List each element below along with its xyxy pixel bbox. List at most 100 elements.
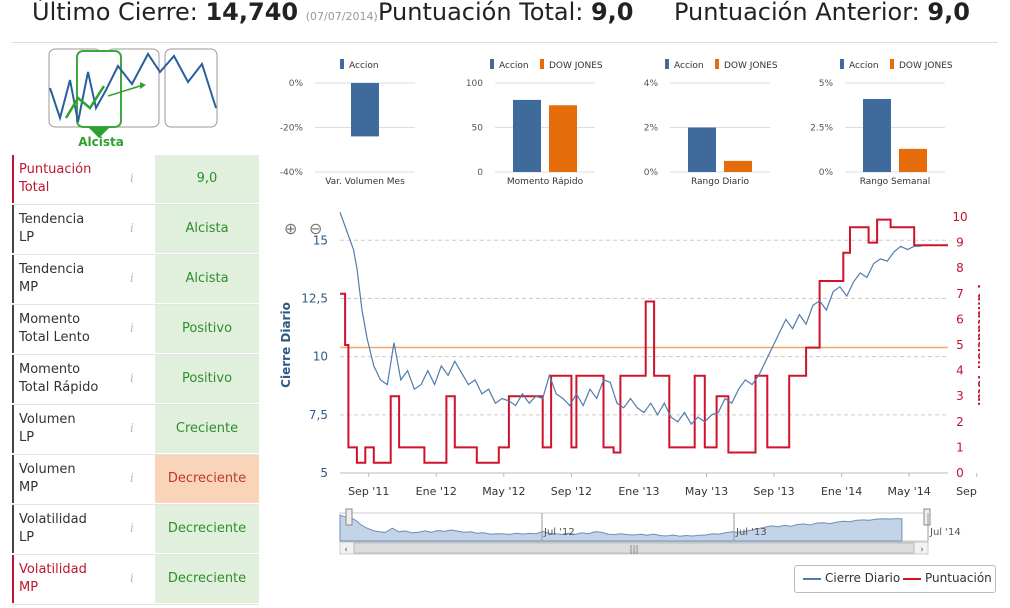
puntuacion-total: Puntuación Total: 9,0 [378,0,633,26]
bar [351,83,379,137]
row-divider [12,504,259,505]
bar [688,127,716,172]
row-divider [12,204,259,205]
ultimo-label: Último Cierre: [32,0,198,26]
info-icon[interactable]: i [130,421,134,435]
y-right-tick-label: 1 [956,440,964,454]
navigator-handle-left [345,508,353,526]
legend-label: Accion [674,61,704,71]
indicator-row: Momento Total Rápido i Positivo [12,355,259,405]
x-axis-label: Var. Volumen Mes [325,177,405,187]
info-icon[interactable]: i [130,521,134,535]
indicator-row: Momento Total Lento i Positivo [12,305,259,355]
info-icon[interactable]: i [130,371,134,385]
mini-bar-charts: Accion 0% -20% -40% Var. Volumen Mes Accion DO… [280,59,953,187]
y-tick-label: -20% [280,124,304,134]
legend-label: DOW JONES [549,61,603,71]
x-tick-label: Sep '12 [551,485,592,498]
y-right-tick-label: 9 [956,236,964,250]
x-axis-label: Momento Rápido [507,177,584,187]
puntuacion-line [340,218,948,464]
legend-label: Accion [849,61,879,71]
indicator-row: Volumen LP i Creciente [12,405,259,455]
y-tick-label: 0% [289,79,304,89]
zoom-in-icon[interactable]: ⊕ [284,219,298,238]
indicator-row: Volatilidad MP i Decreciente [12,555,259,605]
total-value: 9,0 [590,0,634,26]
scroll-left-icon: ‹ [344,545,348,555]
info-icon[interactable]: i [130,171,134,185]
indicator-value: Decreciente [155,505,259,553]
indicator-label-line1: Volumen [19,462,76,477]
indicator-label-line1: Tendencia [19,212,85,227]
navigator-handle-right [923,508,931,526]
y-left-tick-label: 15 [313,233,328,247]
mini-chart: Accion DOW JONES 4% 2% 0% Rango Diario [644,59,778,187]
info-icon[interactable]: i [130,571,134,585]
y-right-tick-label: 2 [956,415,964,429]
legend-puntuacion: Puntuación [925,571,992,585]
mini-chart: Accion 0% -20% -40% Var. Volumen Mes [280,59,415,187]
navigator-label: Jul '14 [929,527,961,538]
info-icon[interactable]: i [130,221,134,235]
indicator-label: Volatilidad LP [12,505,152,553]
header-divider [12,42,998,43]
indicator-row: Volumen MP i Decreciente [12,455,259,505]
indicator-value: Alcista [155,255,259,303]
indicator-label: Volatilidad MP [12,555,152,603]
indicator-label-line1: Tendencia [19,262,85,277]
scrollbar-thumb [353,542,915,554]
bar [549,105,577,172]
ultimo-date: (07/07/2014) [305,10,378,23]
info-icon[interactable]: i [130,321,134,335]
indicator-label-line2: MP [19,580,39,595]
indicator-value: Decreciente [155,455,259,503]
legend-label: Accion [499,61,529,71]
legend-label: DOW JONES [899,61,953,71]
y-right-tick-label: 0 [956,466,964,480]
legend-swatch [340,59,344,69]
indicator-row: Tendencia LP i Alcista [12,205,259,255]
y-right-axis-title: Punutuacion Total [975,284,980,406]
legend-cierre: Cierre Diario [825,571,901,585]
row-divider [12,604,259,605]
y-right-tick-label: 7 [956,287,964,301]
x-axis-label: Rango Diario [691,177,750,187]
indicator-label: Volumen MP [12,455,152,503]
row-divider [12,254,259,255]
indicator-value: 9,0 [155,155,259,203]
anterior-value: 9,0 [927,0,970,26]
scroll-right-icon: › [920,545,924,555]
y-right-tick-label: 6 [956,312,964,326]
legend-label: DOW JONES [724,61,778,71]
y-tick-label: 100 [466,79,483,89]
legend-swatch [490,59,494,69]
chart-legend[interactable]: Cierre Diario Puntuación [794,565,996,593]
indicator-row: Puntuación Total i 9,0 [12,155,259,205]
y-right-tick-label: 5 [956,338,964,352]
puntuacion-anterior: Puntuación Anterior: 9,0 [674,0,970,26]
y-left-tick-label: 10 [313,350,328,364]
info-icon[interactable]: i [130,271,134,285]
indicator-value: Positivo [155,355,259,403]
x-axis-label: Rango Semanal [860,177,931,187]
indicator-value: Positivo [155,305,259,353]
y-tick-label: 0 [477,168,483,178]
indicator-value: Decreciente [155,555,259,603]
indicator-label: Tendencia LP [12,205,152,253]
y-right-tick-label: 8 [956,261,964,275]
indicator-label-line2: MP [19,480,39,495]
scrollbar-grip-icon: ||| [629,545,638,555]
trend-logo-icon [48,48,218,138]
indicator-label-line2: LP [19,530,35,545]
indicator-label-line2: MP [19,280,39,295]
indicator-label-line1: Volumen [19,412,76,427]
legend-swatch [715,59,719,69]
legend-swatch [840,59,844,69]
y-right-tick-label: 3 [956,389,964,403]
info-icon[interactable]: i [130,471,134,485]
zoom-out-icon[interactable]: ⊖ [309,219,323,238]
navigator-label: Jul '12 [543,527,575,538]
bar [513,99,541,172]
y-left-tick-label: 7,5 [309,408,328,422]
